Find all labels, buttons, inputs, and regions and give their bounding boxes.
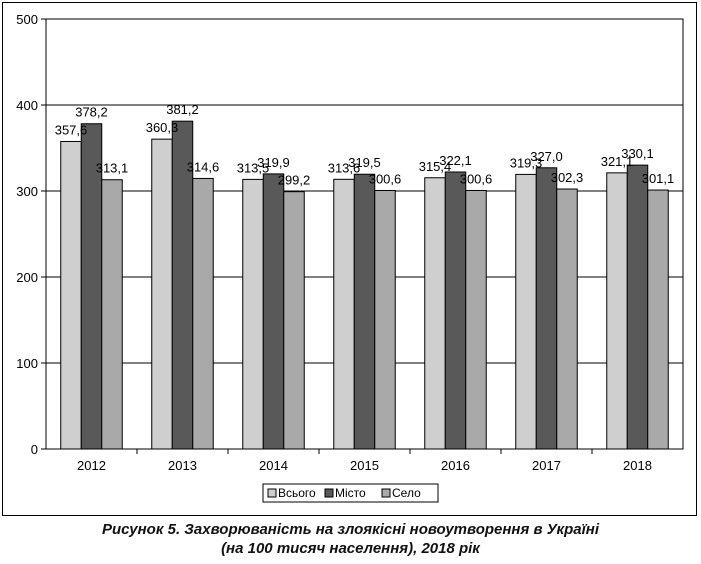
bar <box>333 178 355 450</box>
x-tick-label: 2012 <box>77 458 106 473</box>
data-label: 321,1 <box>601 154 634 169</box>
figure-caption: Рисунок 5. Захворюваність на злоякісні н… <box>0 520 701 558</box>
bar <box>515 173 537 450</box>
bar <box>424 177 446 450</box>
data-label: 378,2 <box>75 105 108 120</box>
data-label: 313,1 <box>96 161 129 176</box>
bar <box>535 167 558 450</box>
y-tick-label: 500 <box>16 12 38 27</box>
x-tick-label: 2015 <box>350 458 379 473</box>
data-label: 319,3 <box>510 155 543 170</box>
bar <box>151 138 173 450</box>
data-label: 327,0 <box>530 149 563 164</box>
bar <box>192 177 214 450</box>
bar <box>647 189 669 450</box>
y-tick-label: 200 <box>16 270 38 285</box>
y-tick-label: 100 <box>16 356 38 371</box>
caption-line-1: Рисунок 5. Захворюваність на злоякісні н… <box>101 521 600 538</box>
data-label: 330,1 <box>621 146 654 161</box>
legend-label: Місто <box>335 486 366 500</box>
data-label: 319,9 <box>257 155 290 170</box>
bar <box>101 179 123 450</box>
data-label: 322,1 <box>439 153 472 168</box>
x-tick-label: 2017 <box>532 458 561 473</box>
legend-swatch <box>267 488 277 498</box>
x-tick-label: 2013 <box>168 458 197 473</box>
data-label: 357,6 <box>55 122 88 137</box>
data-label: 360,3 <box>146 120 179 135</box>
caption-line-2: (на 100 тисяч населення), 2018 рік <box>221 540 480 557</box>
legend <box>262 483 439 503</box>
legend-swatch <box>324 488 334 498</box>
data-label: 301,1 <box>642 171 675 186</box>
x-tick-label: 2018 <box>623 458 652 473</box>
bar <box>556 188 578 450</box>
bar <box>444 171 467 450</box>
legend-label: Всього <box>278 486 316 500</box>
data-label: 315,4 <box>419 159 452 174</box>
bar <box>283 191 305 450</box>
data-label: 314,6 <box>187 159 220 174</box>
bar <box>262 173 285 450</box>
data-label: 319,5 <box>348 155 381 170</box>
data-label: 313,6 <box>328 160 361 175</box>
data-label: 300,6 <box>460 171 493 186</box>
data-label: 302,3 <box>551 170 584 185</box>
data-label: 300,6 <box>369 171 402 186</box>
x-tick-label: 2016 <box>441 458 470 473</box>
bar <box>374 189 396 450</box>
y-tick-label: 0 <box>31 442 38 457</box>
bar <box>465 189 487 450</box>
bar-chart: 0 100 200 300 400 500 2012 2013 2014 2015 2016 2017… <box>16 12 684 503</box>
legend-label: Село <box>392 486 421 500</box>
chart-frame: 0 100 200 300 400 500 2012 2013 2014 2015 2016 2017… <box>2 2 697 516</box>
y-tick-label: 400 <box>16 98 38 113</box>
data-label: 381,2 <box>166 102 199 117</box>
data-label: 299,2 <box>278 173 311 188</box>
x-tick-label: 2014 <box>259 458 288 473</box>
bar <box>242 178 264 450</box>
bar <box>353 173 376 450</box>
legend-swatch <box>381 488 391 498</box>
bar <box>60 140 82 450</box>
data-label: 313,5 <box>237 160 270 175</box>
bar <box>626 164 649 450</box>
y-tick-label: 300 <box>16 184 38 199</box>
bar <box>606 172 628 450</box>
